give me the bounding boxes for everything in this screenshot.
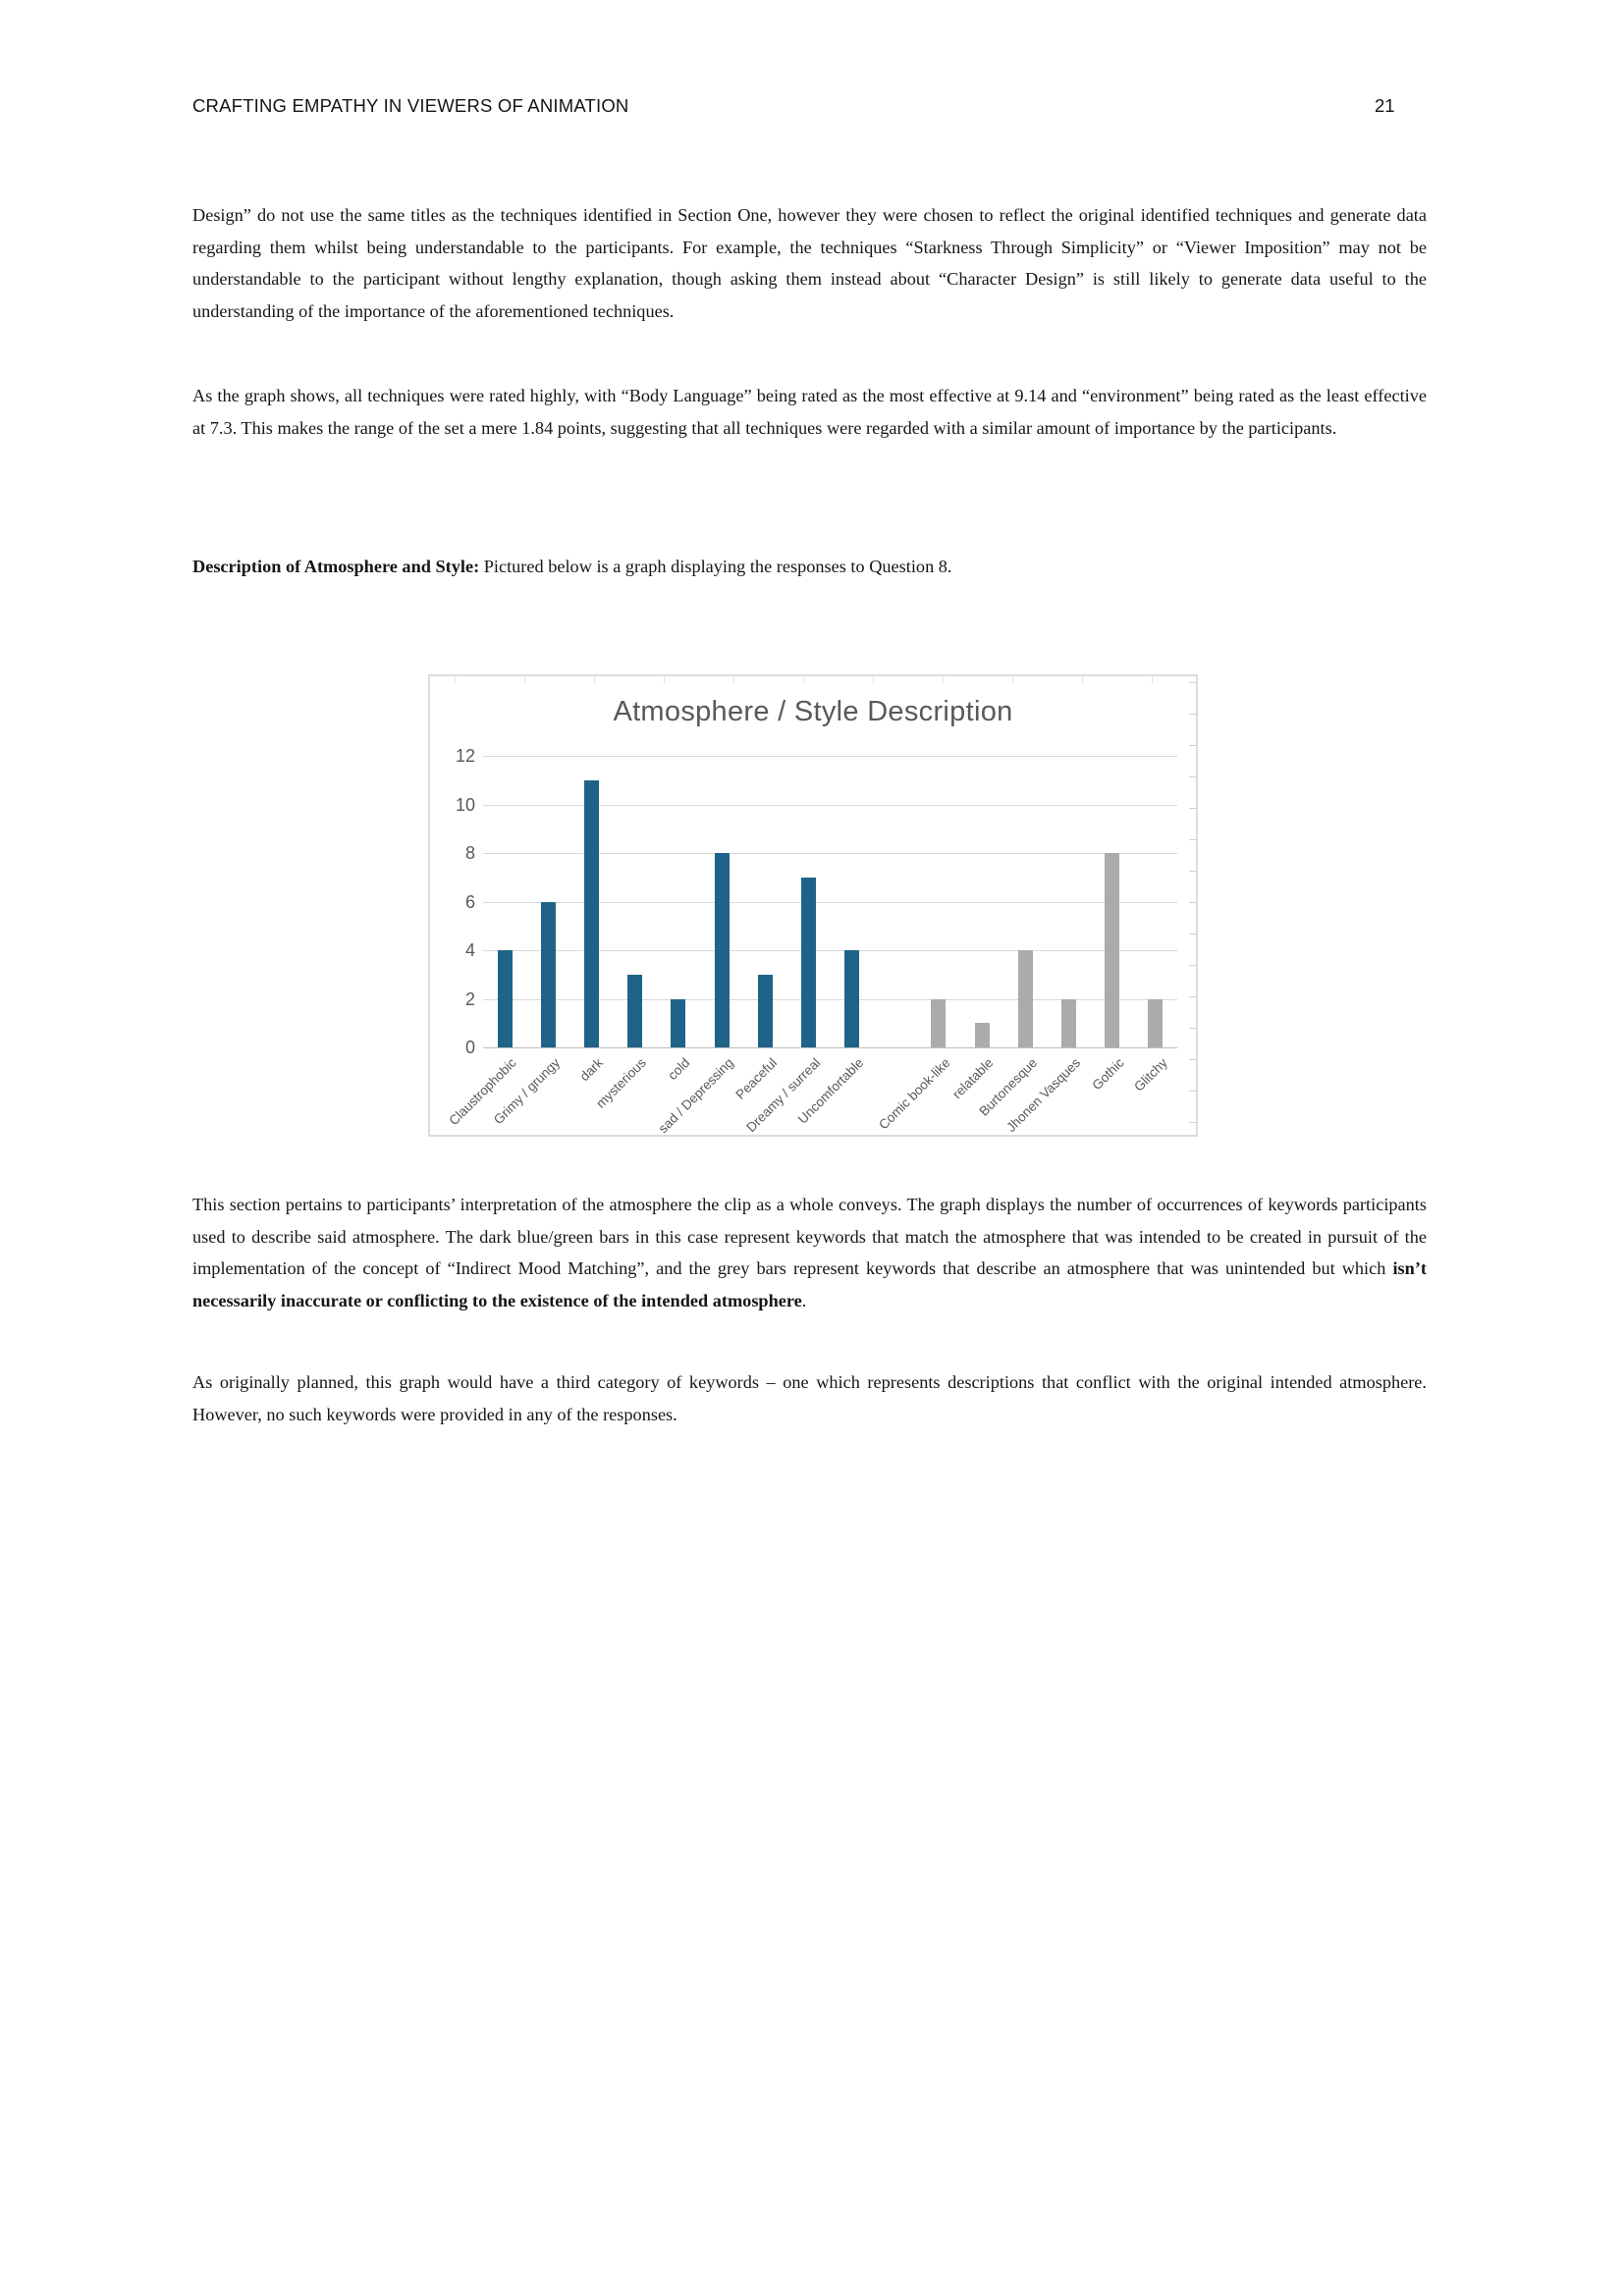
excel-row-tick [1189, 808, 1196, 809]
chart-gridline [483, 853, 1177, 854]
atmosphere-style-chart: Atmosphere / Style Description 0 2 4 6 8 10 12… [428, 674, 1198, 1137]
excel-row-tick [1189, 776, 1196, 777]
x-axis-label: Jhonen Vasques [1003, 1055, 1084, 1136]
paragraph-section-heading: Description of Atmosphere and Style: Pic… [192, 551, 1427, 583]
paragraph-chart-explanation: This section pertains to participants’ i… [192, 1189, 1427, 1316]
chart-bar [540, 901, 556, 1047]
excel-row-tick [1189, 902, 1196, 903]
excel-column-stub [1152, 676, 1153, 683]
excel-row-tick [1189, 965, 1196, 966]
chart-explanation-period: . [801, 1290, 807, 1310]
y-axis-label: 2 [464, 988, 475, 1009]
excel-row-tick [1189, 682, 1196, 683]
chart-bar [1017, 950, 1033, 1047]
excel-row-tick [1189, 1059, 1196, 1060]
chart-gridline [483, 756, 1177, 757]
excel-column-stub [873, 676, 874, 683]
chart-bar [627, 974, 643, 1047]
chart-gridline [483, 901, 1177, 903]
excel-column-stub [664, 676, 665, 683]
excel-row-tick [1189, 714, 1196, 715]
chart-bar [1148, 998, 1164, 1047]
excel-row-tick [1189, 1122, 1196, 1123]
chart-explanation-text: This section pertains to participants’ i… [192, 1195, 1427, 1278]
paragraph-techniques: Design” do not use the same titles as th… [192, 205, 1427, 321]
excel-row-tick [1189, 745, 1196, 746]
chart-bar [1105, 853, 1120, 1047]
paragraph-third-category: As originally planned, this graph would … [192, 1372, 1427, 1424]
y-axis-label: 12 [455, 746, 475, 766]
running-header-title: CRAFTING EMPATHY IN VIEWERS OF ANIMATION [192, 95, 629, 116]
excel-row-tick [1189, 996, 1196, 997]
x-axis-label: Glitchy [1130, 1055, 1170, 1095]
chart-title: Atmosphere / Style Description [613, 696, 1013, 727]
chart-bar [844, 950, 860, 1047]
excel-column-stub [455, 676, 456, 683]
y-axis-label: 4 [464, 940, 475, 960]
chart-bar [757, 974, 773, 1047]
x-axis-label: sad / Depressing [655, 1055, 736, 1137]
excel-column-stub [524, 676, 525, 683]
excel-column-stub [594, 676, 595, 683]
y-axis-label: 6 [464, 891, 475, 912]
x-axis-label: Gothic [1089, 1055, 1127, 1094]
paragraph-graph-summary: As the graph shows, all techniques were … [192, 386, 1427, 438]
excel-column-stub [803, 676, 804, 683]
x-axis-line [483, 1047, 1177, 1048]
y-axis-label: 8 [464, 843, 475, 863]
excel-row-tick [1189, 871, 1196, 872]
chart-bar [800, 877, 816, 1047]
chart-bar [497, 950, 513, 1047]
section-heading-label: Description of Atmosphere and Style: [192, 557, 480, 576]
chart-bar [583, 779, 599, 1047]
chart-bar [671, 998, 686, 1047]
chart-bar [1061, 998, 1077, 1047]
excel-row-tick [1189, 1028, 1196, 1029]
y-axis-label: 10 [455, 794, 475, 815]
excel-row-tick [1189, 839, 1196, 840]
chart-bar [974, 1023, 990, 1047]
x-axis-label: cold [665, 1055, 693, 1084]
x-axis-label: Dreamy / surreal [742, 1055, 824, 1136]
excel-column-stub [1012, 676, 1013, 683]
x-axis-label: Comic book-like [876, 1055, 953, 1133]
chart-bar [931, 998, 947, 1047]
x-axis-label: dark [576, 1055, 607, 1085]
excel-row-tick [1189, 1091, 1196, 1092]
excel-column-stub [1082, 676, 1083, 683]
chart-bar [714, 853, 730, 1047]
page-number: 21 [1375, 95, 1395, 116]
chart-gridline [483, 950, 1177, 951]
section-heading-text: Pictured below is a graph displaying the… [479, 557, 952, 576]
chart-explanation-bold: isn’t necessarily inaccurate or conflict… [192, 1258, 1427, 1310]
chart-gridline [483, 998, 1177, 1000]
chart-gridline [483, 804, 1177, 806]
excel-column-stub [733, 676, 734, 683]
excel-column-stub [943, 676, 944, 683]
y-axis-label: 0 [464, 1038, 475, 1057]
